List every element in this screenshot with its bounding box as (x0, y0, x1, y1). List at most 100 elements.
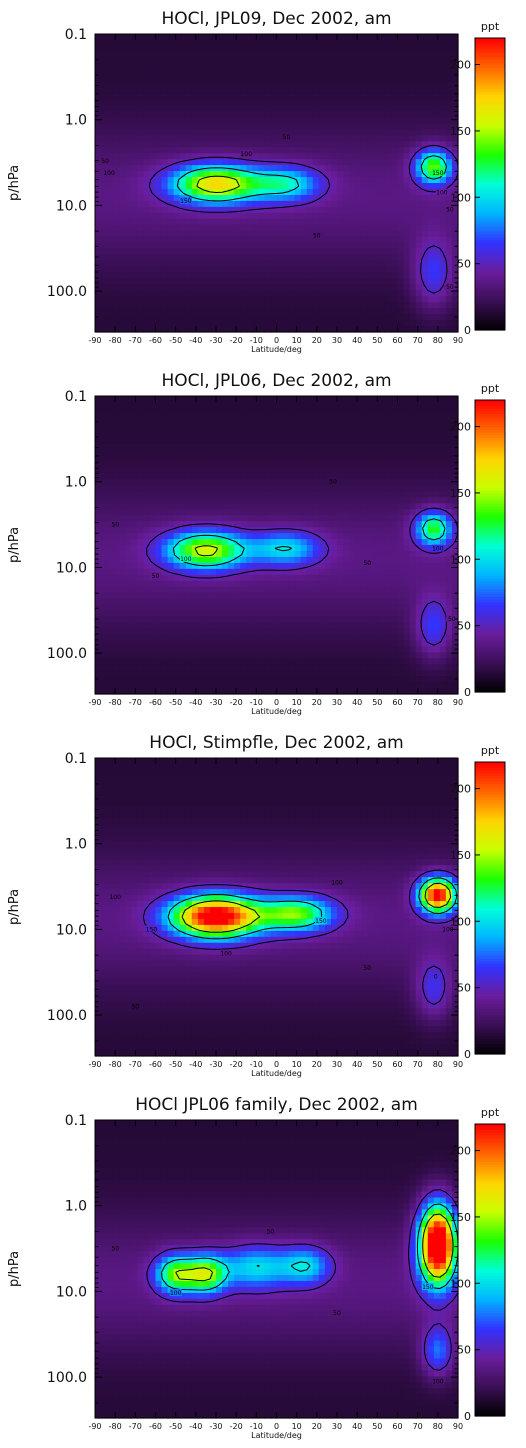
heatmap-cell (179, 682, 187, 689)
heatmap-cell (246, 676, 253, 683)
heatmap-cell (203, 688, 211, 695)
heatmap-cell (343, 194, 350, 202)
heatmap-cell (252, 63, 259, 71)
heatmap-cell (216, 123, 223, 130)
heatmap-cell (300, 443, 308, 451)
heatmap-cell (191, 171, 199, 178)
heatmap-cell (294, 676, 302, 683)
heatmap-cell (451, 171, 459, 178)
heatmap-cell (391, 183, 399, 190)
heatmap-cell (125, 308, 132, 315)
heatmap-cell (209, 622, 217, 630)
heatmap-cell (252, 129, 259, 136)
heatmap-cell (149, 159, 157, 166)
heatmap-cell (173, 545, 181, 552)
heatmap-cell (191, 396, 199, 403)
heatmap-cell (288, 401, 296, 409)
heatmap-cell (264, 153, 272, 160)
heatmap-cell (131, 296, 138, 303)
heatmap-cell (300, 63, 308, 71)
heatmap-cell (137, 592, 144, 600)
heatmap-cell (143, 34, 151, 41)
heatmap-cell (415, 314, 423, 321)
heatmap-cell (300, 230, 308, 238)
heatmap-cell (137, 224, 144, 232)
heatmap-cell (234, 159, 241, 166)
heatmap-cell (216, 628, 223, 635)
heatmap-cell (409, 141, 417, 148)
heatmap-cell (312, 171, 320, 178)
heatmap-cell (240, 604, 247, 612)
heatmap-cell (179, 604, 187, 612)
heatmap-cell (155, 497, 163, 504)
heatmap-cell (330, 63, 338, 71)
heatmap-cell (234, 218, 241, 226)
heatmap-cell (137, 206, 144, 214)
heatmap-cell (149, 425, 157, 433)
heatmap-cell (216, 509, 223, 516)
heatmap-cell (306, 212, 314, 220)
heatmap-cell (137, 396, 144, 403)
heatmap-cell (391, 218, 399, 226)
heatmap-cell (373, 183, 380, 190)
heatmap-cell (101, 562, 108, 570)
heatmap-cell (373, 266, 380, 273)
heatmap-cell (228, 610, 235, 618)
heatmap-cell (294, 610, 302, 618)
heatmap-cell (203, 664, 211, 671)
heatmap-cell (282, 580, 290, 588)
heatmap-cell (288, 640, 296, 647)
heatmap-cell (137, 515, 144, 522)
heatmap-cell (433, 45, 441, 53)
heatmap-cell (203, 509, 211, 516)
heatmap-cell (131, 682, 138, 689)
heatmap-cell (197, 212, 205, 220)
heatmap-cell (445, 129, 453, 136)
heatmap-cell (119, 604, 126, 612)
heatmap-cell (373, 236, 380, 244)
heatmap-cell (312, 266, 320, 273)
contour-label-bg (431, 168, 444, 176)
heatmap-cell (95, 177, 102, 184)
heatmap-cell (397, 87, 405, 95)
heatmap-cell (228, 218, 235, 226)
heatmap-cell (95, 45, 102, 53)
heatmap-cell (439, 99, 447, 107)
heatmap-cell (137, 320, 144, 327)
heatmap-cell (403, 135, 411, 142)
heatmap-cell (270, 230, 278, 238)
heatmap-cell (119, 81, 126, 89)
heatmap-cell (379, 314, 386, 321)
heatmap-cell (318, 200, 326, 208)
x-tick-label: -80 (109, 336, 122, 345)
heatmap-cell (373, 39, 380, 47)
heatmap-cell (330, 260, 338, 268)
heatmap-cell (155, 431, 163, 439)
heatmap-cell (306, 99, 314, 107)
heatmap-cell (391, 248, 399, 256)
heatmap-cell (270, 177, 278, 184)
heatmap-cell (234, 260, 241, 268)
heatmap-cell (337, 230, 344, 238)
heatmap-cell (427, 105, 435, 113)
heatmap-cell (119, 278, 126, 285)
heatmap-cell (137, 308, 144, 315)
heatmap-cell (203, 455, 211, 463)
heatmap-cell (349, 135, 356, 142)
heatmap-cell (258, 431, 265, 439)
heatmap-cell (95, 491, 102, 498)
heatmap-cell (191, 177, 199, 184)
heatmap-cell (445, 105, 453, 113)
heatmap-cell (288, 326, 296, 333)
heatmap-cell (209, 314, 217, 321)
heatmap-cell (155, 622, 163, 630)
heatmap-cell (337, 111, 344, 119)
heatmap-cell (179, 610, 187, 618)
heatmap-cell (258, 284, 265, 291)
heatmap-cell (107, 443, 114, 451)
heatmap-cell (312, 153, 320, 160)
heatmap-cell (294, 539, 302, 546)
heatmap-cell (185, 545, 193, 552)
heatmap-cell (451, 159, 459, 166)
heatmap-cell (101, 461, 108, 469)
